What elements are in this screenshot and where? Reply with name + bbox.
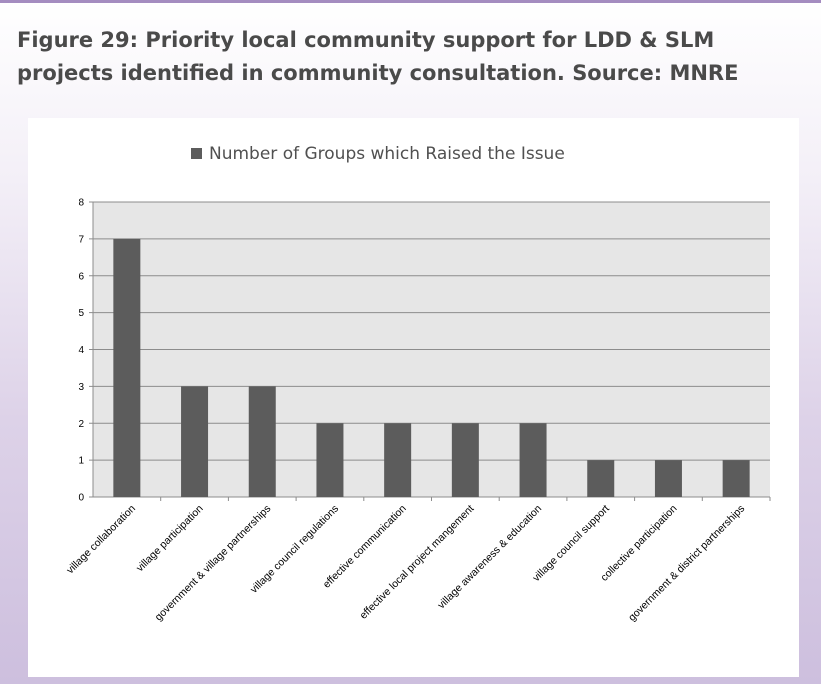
bar-6: [452, 423, 479, 497]
top-rule: [0, 0, 821, 3]
y-tick-label: 4: [78, 345, 84, 356]
x-category-label: village collaboration: [64, 503, 138, 577]
bar-9: [655, 460, 682, 497]
y-tick-label: 0: [78, 493, 84, 504]
x-category-label: village council support: [530, 503, 612, 585]
x-category-label: effective local project mangement: [358, 503, 477, 622]
y-tick-label: 6: [78, 271, 84, 282]
y-tick-label: 7: [78, 234, 84, 245]
bar-1: [113, 239, 140, 497]
x-category-label: collective participation: [598, 503, 679, 584]
bar-10: [723, 460, 750, 497]
y-tick-label: 1: [78, 456, 84, 467]
y-tick-label: 8: [78, 198, 84, 209]
x-category-label: village participation: [134, 503, 206, 575]
legend-label: Number of Groups which Raised the Issue: [209, 144, 565, 164]
bar-8: [587, 460, 614, 497]
bar-4: [316, 423, 343, 497]
figure-caption: Figure 29: Priority local community supp…: [17, 24, 807, 90]
x-category-label: government & district partnerships: [626, 503, 747, 624]
chart-panel: 0 1 2 3 4 5 6 7 8 village collaboration village pa…: [28, 118, 799, 677]
bar-5: [384, 423, 411, 497]
y-tick-label: 3: [78, 382, 84, 393]
y-tick-label: 2: [78, 419, 84, 430]
bar-7: [520, 423, 547, 497]
legend-swatch: [191, 148, 202, 159]
bar-3: [249, 386, 276, 497]
y-tick-label: 5: [78, 308, 84, 319]
x-category-label: government & village partnerships: [153, 503, 274, 624]
bar-2: [181, 386, 208, 497]
